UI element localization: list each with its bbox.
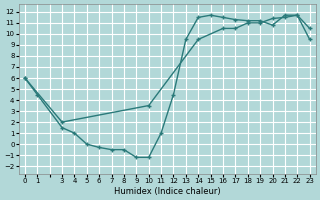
- X-axis label: Humidex (Indice chaleur): Humidex (Indice chaleur): [114, 187, 220, 196]
